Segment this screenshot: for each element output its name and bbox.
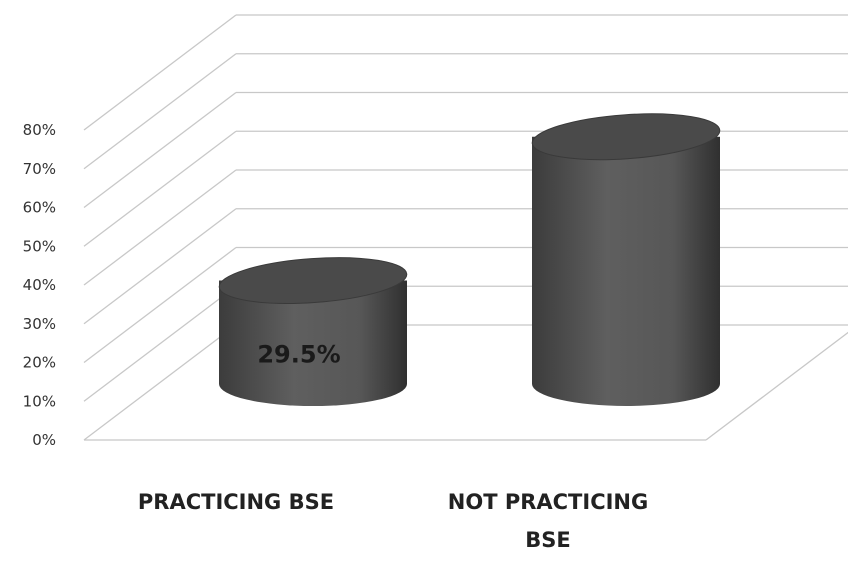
- bar-body: [219, 280, 407, 406]
- gridline-side: [83, 285, 237, 402]
- bar-1: 29.5%: [218, 257, 408, 406]
- gridlines: [83, 14, 848, 441]
- y-tick-label: 70%: [23, 160, 56, 178]
- bars: 29.5%: [218, 113, 721, 406]
- gridline-side: [83, 53, 237, 170]
- x-axis-categories: PRACTICING BSE NOT PRACTICING BSE: [138, 490, 648, 552]
- gridline-side: [83, 246, 237, 364]
- gridline-side: [83, 91, 237, 209]
- category-label: PRACTICING BSE: [138, 490, 334, 514]
- y-tick-label: 10%: [23, 392, 56, 410]
- category-label: NOT PRACTICING: [448, 490, 648, 514]
- gridline-side: [83, 130, 237, 247]
- y-tick-label: 0%: [32, 431, 56, 449]
- gridline-side: [83, 208, 237, 325]
- bar-body: [532, 136, 720, 406]
- bar-2: [531, 113, 721, 406]
- bar-top: [531, 113, 721, 161]
- bar-top: [218, 257, 408, 304]
- y-tick-label: 50%: [23, 237, 56, 255]
- y-tick-label: 40%: [23, 276, 56, 294]
- y-tick-label: 20%: [23, 354, 56, 372]
- gridline-side: [83, 324, 237, 441]
- gridline-side: [83, 169, 237, 286]
- category-label: BSE: [525, 528, 570, 552]
- floor-right-edge: [705, 331, 848, 441]
- y-tick-label: 30%: [23, 315, 56, 333]
- y-tick-label: 80%: [23, 121, 56, 139]
- data-label: 29.5%: [257, 340, 340, 368]
- y-tick-label: 60%: [23, 199, 56, 217]
- gridline-side: [83, 14, 237, 131]
- y-axis-ticks: 0% 10% 20% 30% 40% 50% 60% 70% 80%: [23, 121, 56, 449]
